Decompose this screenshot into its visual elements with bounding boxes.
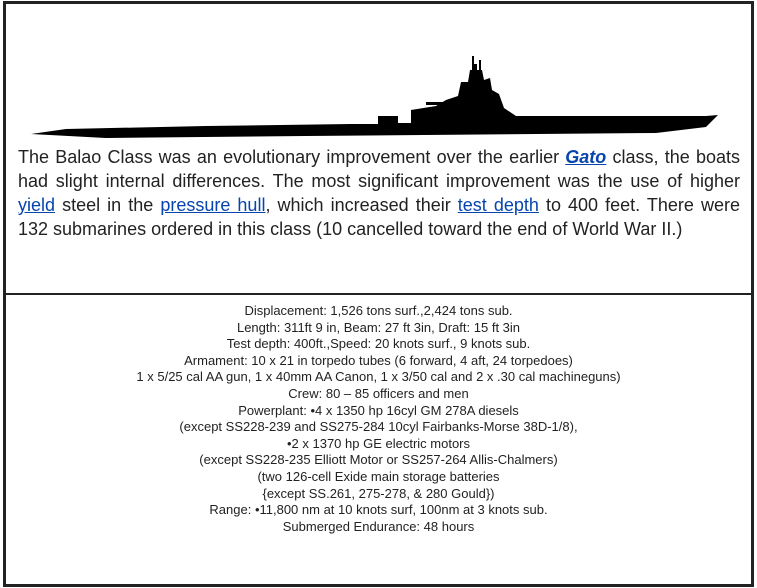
text: steel in the [55,195,160,215]
spec-line: Powerplant: •4 x 1350 hp 16cyl GM 278A d… [6,403,751,420]
spec-line: 1 x 5/25 cal AA gun, 1 x 40mm AA Canon, … [6,369,751,386]
link[interactable]: test depth [458,195,539,215]
spec-line: •2 x 1370 hp GE electric motors [6,436,751,453]
separator [6,293,751,295]
submarine-silhouette [6,4,751,144]
frame: The Balao Class was an evolutionary impr… [3,1,754,587]
link[interactable]: Gato [565,147,606,167]
spec-line: (except SS228-239 and SS275-284 10cyl Fa… [6,419,751,436]
spec-line: Test depth: 400ft.,Speed: 20 knots surf.… [6,336,751,353]
specifications: Displacement: 1,526 tons surf.,2,424 ton… [6,303,751,535]
text: , which increased their [265,195,457,215]
spec-line: Range: •11,800 nm at 10 knots surf, 100n… [6,502,751,519]
link[interactable]: yield [18,195,55,215]
spec-line: Crew: 80 – 85 officers and men [6,386,751,403]
description: The Balao Class was an evolutionary impr… [18,145,740,241]
text: The Balao Class was an evolutionary impr… [18,147,565,167]
spec-line: (except SS228-235 Elliott Motor or SS257… [6,452,751,469]
spec-line: (two 126-cell Exide main storage batteri… [6,469,751,486]
page: The Balao Class was an evolutionary impr… [0,0,757,588]
spec-line: Length: 311ft 9 in, Beam: 27 ft 3in, Dra… [6,320,751,337]
link[interactable]: pressure hull [160,195,265,215]
spec-line: Submerged Endurance: 48 hours [6,519,751,536]
spec-line: {except SS.261, 275-278, & 280 Gould}) [6,486,751,503]
spec-line: Armament: 10 x 21 in torpedo tubes (6 fo… [6,353,751,370]
spec-line: Displacement: 1,526 tons surf.,2,424 ton… [6,303,751,320]
